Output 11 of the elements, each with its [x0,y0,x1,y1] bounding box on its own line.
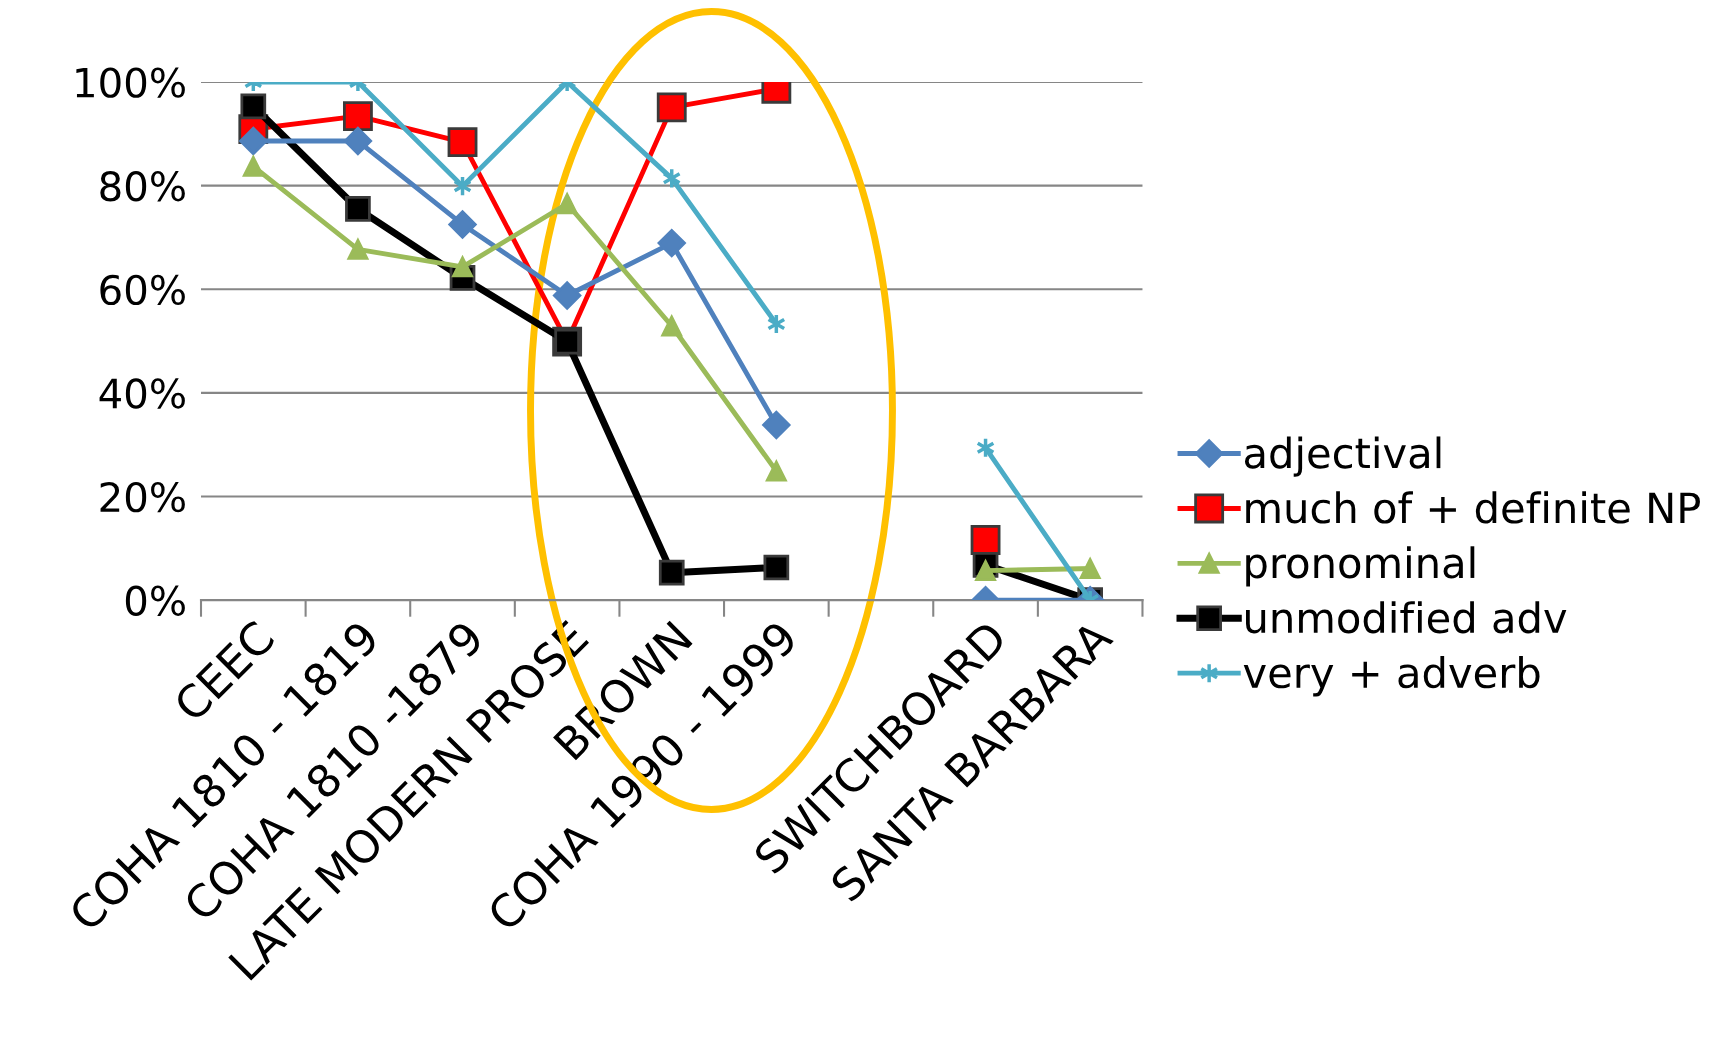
y-tick-label: 60% [100,274,185,306]
legend-label: adjectival [1244,436,1441,477]
y-tick-label: 40% [99,378,185,409]
y-tick-label: 100% [76,67,185,98]
legend-label: unmodified adv [1246,601,1567,634]
legend-label: much of + definite NP [1246,491,1700,524]
y-tick-label: 20% [100,481,185,513]
y-tick-label: 0% [125,585,185,616]
y-tick-label: 80% [100,171,185,202]
legend-label: pronominal [1246,546,1475,587]
legend-label: very + adverb [1243,656,1540,697]
